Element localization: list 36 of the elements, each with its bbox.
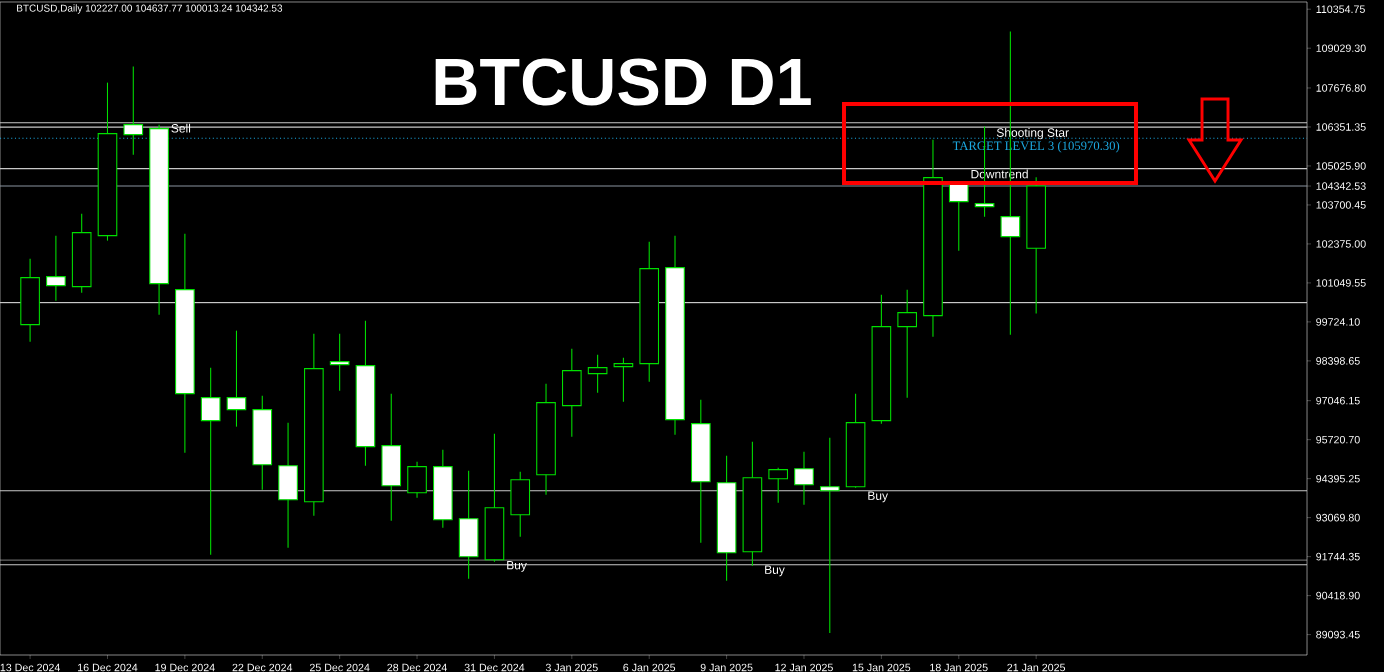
y-tick-label: 99724.10 [1316,318,1360,326]
y-tick-label: 107676.80 [1316,84,1366,92]
y-tick-label: 94395.25 [1316,474,1360,483]
x-tick-label: 28 Dec 2024 [387,663,447,672]
x-tick-label: 21 Jan 2025 [1007,663,1066,672]
chart-subtitle: BTCUSD,Daily 102227.00 104637.77 100013.24 104342.53 [17,4,283,14]
y-tick-label: 103700.45 [1316,201,1366,209]
y-tick-label: 101049.55 [1316,279,1366,287]
y-tick-label: 97046.15 [1316,396,1360,405]
y-tick-label: 95720.70 [1316,435,1360,444]
y-tick-label: 110354.75 [1316,5,1365,13]
annotation: Buy [765,565,785,577]
x-tick-label: 9 Jan 2025 [700,663,753,672]
x-tick-label: 12 Jan 2025 [775,663,833,672]
y-tick-label: 109029.30 [1316,44,1366,52]
y-tick-label: 93069.80 [1316,513,1360,522]
y-tick-label: 106351.35 [1316,123,1366,131]
x-tick-label: 16 Dec 2024 [78,663,138,672]
x-tick-label: 13 Dec 2024 [0,663,61,672]
x-tick-label: 22 Dec 2024 [232,663,293,672]
x-tick-label: 15 Jan 2025 [852,663,911,672]
x-tick-label: 19 Dec 2024 [155,663,215,672]
x-tick-label: 31 Dec 2024 [464,663,525,672]
y-tick-label: 104342.53 [1316,182,1366,190]
text: BTCUSD D1 [435,58,811,106]
x-tick-label: 3 Jan 2025 [545,663,598,672]
x-tick-label: 6 Jan 2025 [623,663,676,672]
annotation: Buy [868,491,889,503]
x-tick-label: 25 Dec 2024 [309,663,370,672]
y-tick-label: 90418.90 [1316,591,1360,600]
y-tick-label: 102375.00 [1316,240,1366,248]
y-tick-label: 89093.45 [1316,630,1360,639]
x-tick-label: 18 Jan 2025 [930,663,988,672]
y-tick-label: 105025.90 [1316,162,1366,170]
y-tick-label: 91744.35 [1316,552,1360,561]
y-tick-label: 98398.65 [1316,357,1360,365]
